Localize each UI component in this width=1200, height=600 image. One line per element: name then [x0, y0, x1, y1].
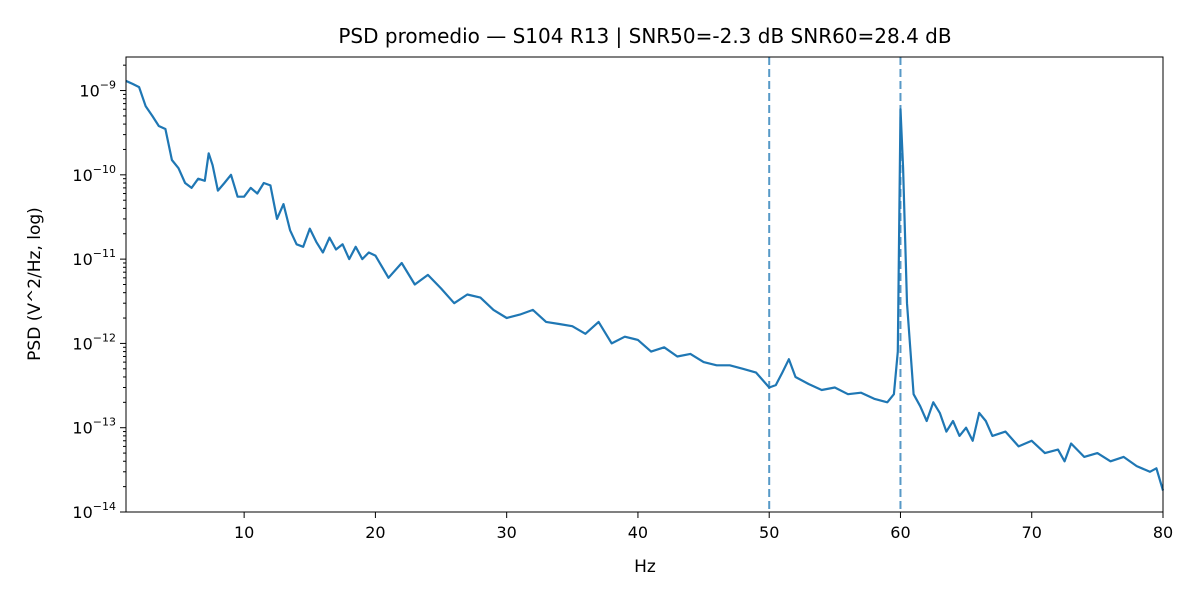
x-tick-label: 80 [1153, 523, 1173, 542]
x-tick-label: 60 [890, 523, 910, 542]
y-tick-label-exponent: −9 [100, 79, 116, 92]
x-axis-label: Hz [634, 557, 656, 577]
plot-frame [125, 56, 1164, 513]
x-tick-label: 30 [496, 523, 516, 542]
y-axis-label: PSD (V^2/Hz, log) [25, 207, 45, 361]
x-tick-label: 20 [365, 523, 385, 542]
y-tick-label-base: 10 [72, 503, 92, 522]
y-tick-label-base: 10 [72, 419, 92, 438]
x-tick-label: 10 [234, 523, 254, 542]
x-tick-label: 50 [759, 523, 779, 542]
y-tick-label: 10−11 [72, 247, 116, 269]
x-axis: 10 20 30 40 50 60 70 80 [234, 512, 1173, 542]
y-tick-label-base: 10 [72, 334, 92, 353]
y-tick-label-base: 10 [72, 166, 92, 185]
y-tick-label: 10−13 [72, 416, 116, 438]
y-tick-label: 10−9 [79, 79, 116, 101]
x-tick-label: 40 [628, 523, 648, 542]
psd-series-line [125, 79, 1165, 491]
y-tick-label-base: 10 [79, 82, 99, 101]
y-tick-label: 10−10 [72, 163, 116, 185]
plot-area [125, 56, 1165, 513]
x-tick-label: 70 [1022, 523, 1042, 542]
y-tick-label-exponent: −13 [93, 416, 116, 429]
y-tick-label: 10−12 [72, 331, 116, 353]
y-tick-label-exponent: −12 [93, 331, 116, 344]
y-tick-label-exponent: −10 [93, 163, 116, 176]
y-tick-label: 10−14 [72, 500, 116, 522]
y-tick-label-exponent: −14 [93, 500, 116, 513]
y-tick-label-base: 10 [72, 250, 92, 269]
chart-title: PSD promedio — S104 R13 | SNR50=-2.3 dB … [338, 24, 951, 48]
y-tick-label-exponent: −11 [93, 247, 116, 260]
vertical-reference-lines [768, 57, 902, 512]
